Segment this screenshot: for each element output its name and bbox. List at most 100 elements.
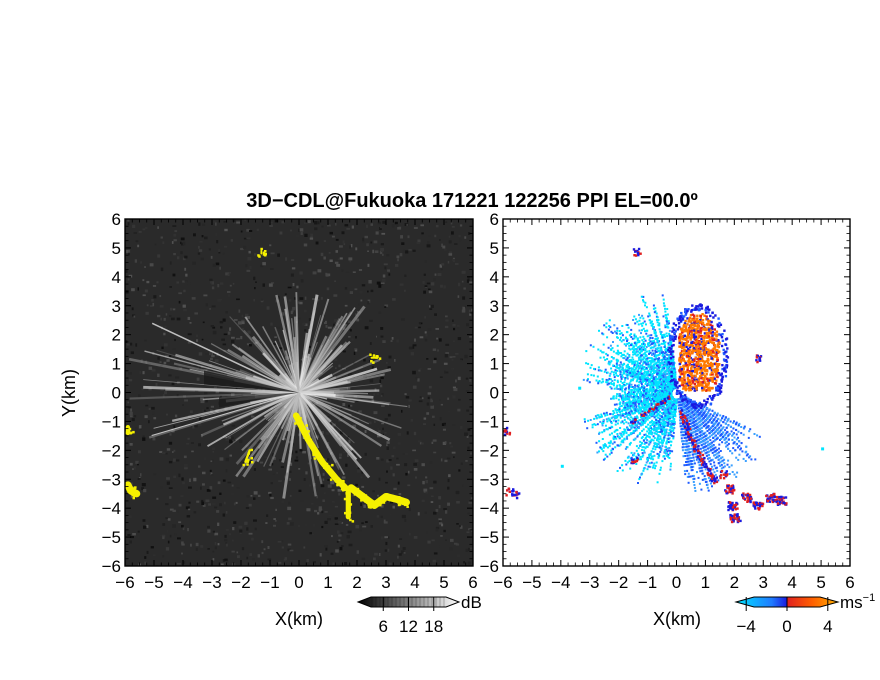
velocity-pixel bbox=[630, 367, 633, 370]
velocity-pixel bbox=[641, 381, 644, 383]
velocity-pixel bbox=[606, 354, 609, 357]
noise-speck bbox=[347, 387, 351, 390]
noise-speck bbox=[451, 231, 454, 235]
yellow-speck bbox=[356, 487, 360, 491]
velocity-pixel bbox=[623, 428, 626, 431]
velocity-pixel bbox=[649, 426, 652, 429]
noise-speck bbox=[182, 404, 184, 406]
velocity-pixel bbox=[621, 431, 624, 433]
velocity-pixel bbox=[656, 431, 659, 433]
yellow-speck bbox=[305, 436, 308, 439]
noise-speck bbox=[339, 546, 343, 551]
noise-speck bbox=[166, 413, 168, 416]
velocity-pixel bbox=[630, 333, 633, 336]
velocity-pixel bbox=[657, 391, 660, 393]
noise-speck bbox=[425, 334, 428, 337]
velocity-pixel bbox=[666, 357, 669, 360]
noise-speck bbox=[444, 459, 448, 463]
velocity-pixel bbox=[673, 373, 676, 375]
noise-speck bbox=[268, 491, 272, 494]
noise-speck bbox=[339, 456, 342, 459]
noise-speck bbox=[194, 424, 198, 428]
noise-speck bbox=[388, 562, 392, 566]
yellow-speck bbox=[250, 448, 253, 452]
velocity-pixel bbox=[623, 370, 626, 373]
noise-speck bbox=[310, 233, 314, 236]
velocity-pixel bbox=[631, 404, 634, 407]
velocity-pixel bbox=[637, 370, 639, 373]
velocity-pixel bbox=[658, 453, 661, 456]
velocity-pixel bbox=[656, 414, 659, 417]
noise-speck bbox=[317, 512, 320, 515]
noise-speck bbox=[425, 491, 428, 494]
noise-speck bbox=[319, 553, 322, 557]
velocity-pixel bbox=[623, 343, 626, 346]
noise-speck bbox=[467, 428, 471, 431]
velocity-pixel bbox=[658, 398, 661, 401]
noise-speck bbox=[405, 250, 409, 254]
velocity-pixel bbox=[624, 447, 627, 450]
noise-speck bbox=[386, 470, 388, 473]
velocity-pixel bbox=[628, 370, 631, 373]
yellow-speck bbox=[314, 449, 317, 453]
noise-speck bbox=[300, 279, 304, 283]
velocity-pixel bbox=[668, 332, 671, 335]
velocity-pixel bbox=[643, 433, 646, 436]
velocity-pixel bbox=[628, 405, 631, 408]
left-ylabel: Y(km) bbox=[59, 369, 79, 417]
noise-speck bbox=[419, 368, 422, 370]
noise-speck bbox=[346, 436, 350, 439]
velocity-pixel bbox=[610, 420, 613, 423]
noise-speck bbox=[258, 375, 261, 378]
velocity-pixel bbox=[606, 413, 609, 416]
velocity-pixel bbox=[637, 447, 640, 450]
echo-ray bbox=[165, 388, 300, 394]
velocity-pixel bbox=[656, 420, 659, 423]
noise-speck bbox=[447, 486, 450, 490]
velocity-pixel bbox=[658, 421, 661, 424]
velocity-pixel bbox=[642, 454, 645, 457]
shadow-wedge bbox=[204, 370, 299, 393]
noise-speck bbox=[292, 306, 296, 311]
velocity-pixel bbox=[606, 336, 609, 339]
noise-speck bbox=[225, 311, 228, 314]
velocity-pixel bbox=[660, 350, 663, 353]
noise-speck bbox=[450, 538, 454, 542]
noise-speck bbox=[270, 496, 274, 500]
noise-speck bbox=[322, 472, 325, 476]
velocity-pixel bbox=[668, 329, 671, 332]
velocity-pixel bbox=[663, 406, 666, 409]
left-ytick-label: −5 bbox=[102, 528, 121, 547]
noise-speck bbox=[356, 318, 360, 322]
velocity-pixel bbox=[596, 451, 599, 454]
noise-speck bbox=[164, 391, 168, 395]
noise-speck bbox=[137, 478, 141, 480]
echo-ray bbox=[151, 322, 300, 394]
noise-speck bbox=[345, 524, 349, 526]
noise-speck bbox=[378, 284, 382, 288]
noise-speck bbox=[439, 398, 441, 401]
noise-speck bbox=[307, 220, 311, 224]
velocity-pixel bbox=[673, 407, 676, 410]
velocity-pixel bbox=[656, 437, 659, 440]
velocity-pixel bbox=[602, 380, 605, 383]
velocity-pixel bbox=[642, 392, 645, 395]
noise-speck bbox=[424, 511, 427, 514]
velocity-pixel bbox=[642, 385, 645, 388]
noise-speck bbox=[270, 482, 273, 485]
velocity-pixel bbox=[619, 332, 622, 335]
noise-speck bbox=[201, 501, 205, 505]
velocity-pixel bbox=[640, 402, 643, 404]
noise-speck bbox=[177, 262, 180, 266]
noise-speck bbox=[438, 518, 442, 521]
noise-speck bbox=[137, 530, 140, 533]
noise-speck bbox=[361, 557, 366, 561]
noise-speck bbox=[373, 240, 378, 244]
velocity-pixel bbox=[646, 435, 648, 438]
velocity-pixel bbox=[620, 421, 623, 424]
noise-speck bbox=[454, 243, 458, 245]
noise-speck bbox=[456, 501, 460, 504]
noise-speck bbox=[160, 236, 163, 239]
velocity-pixel bbox=[652, 435, 655, 438]
noise-speck bbox=[326, 445, 329, 449]
